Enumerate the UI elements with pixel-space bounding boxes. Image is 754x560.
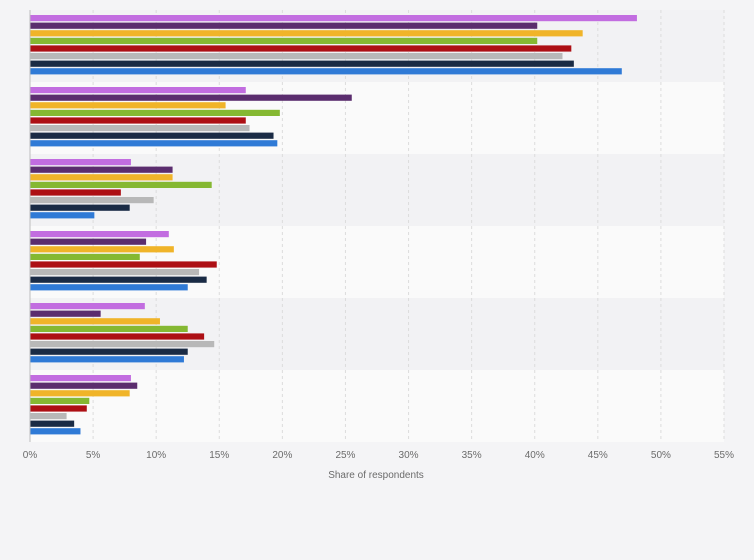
- x-tick-label: 30%: [399, 450, 419, 461]
- x-tick-label: 50%: [651, 450, 671, 461]
- x-axis-title: Share of respondents: [328, 470, 424, 481]
- bar: [30, 117, 246, 124]
- category-band: [30, 154, 724, 226]
- x-tick-label: 25%: [335, 450, 355, 461]
- bar: [30, 303, 145, 310]
- bar: [30, 197, 154, 204]
- bar: [30, 159, 131, 166]
- bar: [30, 318, 160, 325]
- bar: [30, 15, 637, 22]
- x-tick-label: 20%: [272, 450, 292, 461]
- bar: [30, 390, 130, 397]
- x-tick-label: 40%: [525, 450, 545, 461]
- bar: [30, 310, 101, 317]
- bar: [30, 68, 622, 75]
- bar: [30, 428, 81, 435]
- bar: [30, 87, 246, 94]
- bar: [30, 37, 538, 44]
- x-tick-label: 55%: [714, 450, 734, 461]
- bar: [30, 22, 538, 29]
- x-tick-label: 5%: [86, 450, 101, 461]
- bar: [30, 204, 130, 211]
- bar: [30, 356, 184, 363]
- bar: [30, 348, 188, 355]
- x-tick-labels: 0% 5% 10% 15% 20% 25% 30% 35% 40% 45% 50% 55%: [23, 450, 734, 461]
- bar: [30, 333, 205, 340]
- x-tick-label: 35%: [462, 450, 482, 461]
- bar: [30, 132, 274, 139]
- bar: [30, 420, 75, 427]
- bar: [30, 246, 174, 253]
- bar: [30, 166, 173, 173]
- bar: [30, 109, 280, 116]
- category-band: [30, 370, 724, 442]
- category-bands: [30, 10, 724, 442]
- bar: [30, 284, 188, 291]
- x-tick-label: 0%: [23, 450, 38, 461]
- bar: [30, 238, 147, 245]
- bar: [30, 341, 215, 348]
- bar: [30, 269, 200, 276]
- bar: [30, 125, 250, 132]
- bar: [30, 102, 226, 109]
- bar: [30, 276, 207, 283]
- bar: [30, 405, 87, 412]
- x-tick-label: 15%: [209, 450, 229, 461]
- bar: [30, 253, 140, 260]
- bar: [30, 382, 138, 389]
- bar: [30, 94, 352, 101]
- bar: [30, 413, 67, 420]
- bar: [30, 53, 563, 60]
- bar: [30, 45, 572, 52]
- bar: [30, 231, 169, 238]
- gridlines: [92, 10, 725, 442]
- bar: [30, 212, 95, 219]
- x-tick-label: 45%: [588, 450, 608, 461]
- bar: [30, 325, 188, 332]
- bar: [30, 174, 173, 181]
- bar: [30, 140, 278, 147]
- x-tick-label: 10%: [146, 450, 166, 461]
- bar: [30, 397, 90, 404]
- bar: [30, 261, 217, 268]
- bar: [30, 60, 574, 67]
- bars: [30, 15, 637, 435]
- bar: [30, 30, 583, 37]
- bar: [30, 189, 121, 196]
- bar: [30, 181, 212, 188]
- bar: [30, 375, 131, 382]
